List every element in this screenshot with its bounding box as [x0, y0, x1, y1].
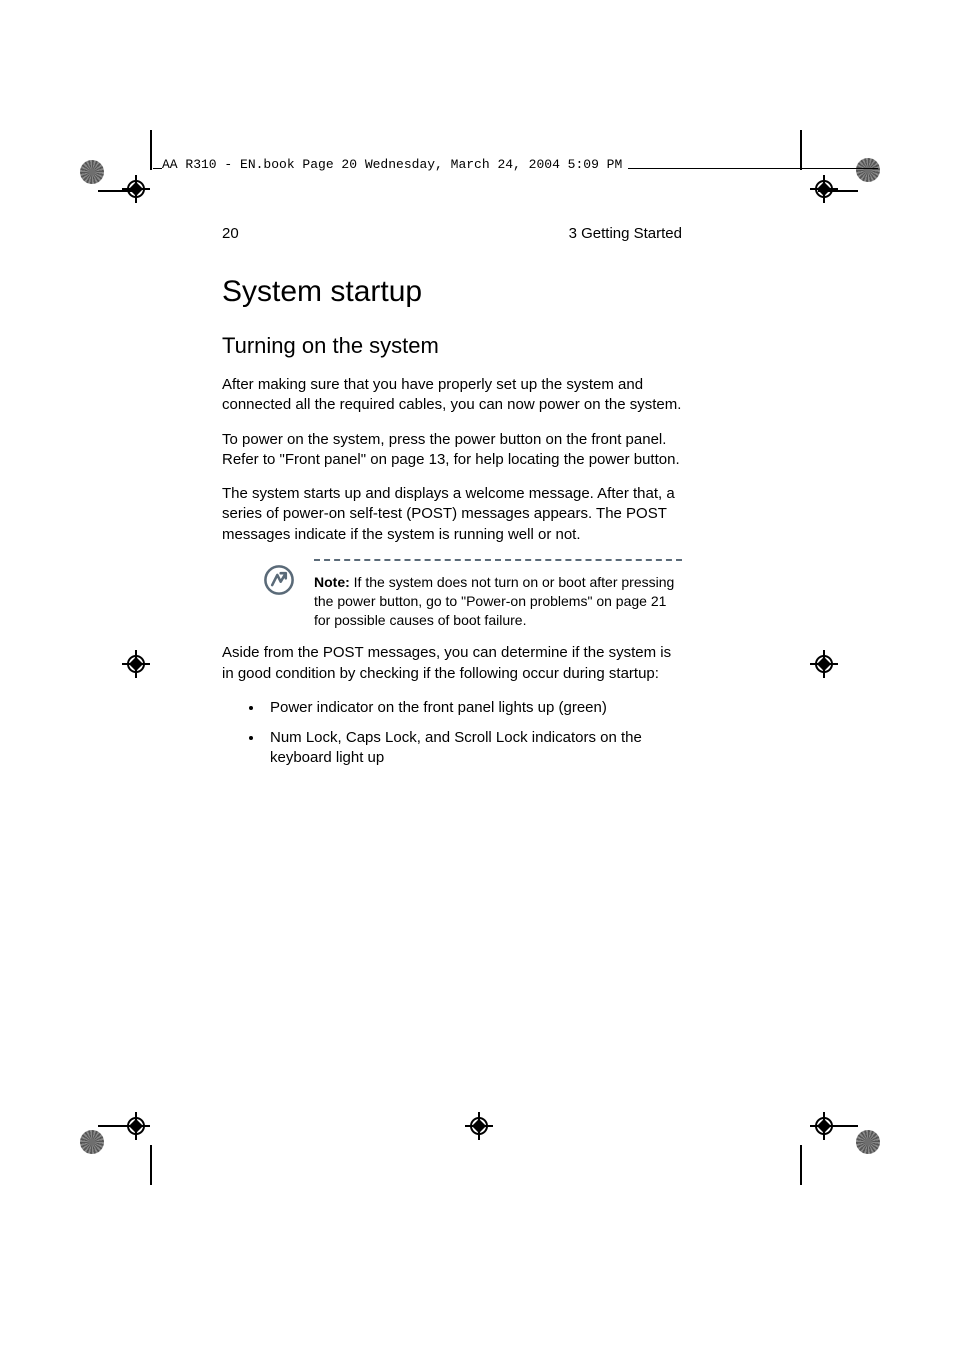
crop-mark-icon [98, 1125, 138, 1127]
crop-mark-icon [150, 1145, 152, 1185]
body-paragraph: After making sure that you have properly… [222, 375, 682, 416]
crop-mark-icon [800, 130, 802, 170]
note-label: Note: [314, 574, 350, 590]
note-text: Note: If the system does not turn on or … [314, 573, 682, 630]
note-block: Note: If the system does not turn on or … [262, 559, 682, 630]
crop-mark-icon [98, 190, 138, 192]
header-filename: AA R310 - EN.book Page 20 Wednesday, Mar… [162, 157, 628, 172]
crop-mark-icon [818, 190, 858, 192]
section-heading: Turning on the system [222, 333, 682, 359]
crop-target-icon [856, 158, 880, 182]
crop-target-icon [80, 1130, 104, 1154]
note-icon [262, 563, 296, 602]
register-mark-icon [122, 175, 150, 203]
note-body: Note: If the system does not turn on or … [314, 559, 682, 630]
register-mark-icon [465, 1112, 493, 1140]
note-content: If the system does not turn on or boot a… [314, 574, 674, 628]
crop-target-icon [80, 160, 104, 184]
register-mark-icon [810, 175, 838, 203]
register-mark-icon [810, 650, 838, 678]
page-title: System startup [222, 275, 682, 309]
list-item: Num Lock, Caps Lock, and Scroll Lock ind… [264, 728, 682, 769]
crop-mark-icon [818, 1125, 858, 1127]
crop-mark-icon [800, 1145, 802, 1185]
dashed-divider [314, 559, 682, 561]
body-paragraph: Aside from the POST messages, you can de… [222, 643, 682, 684]
crop-mark-icon [150, 130, 152, 170]
bullet-list: Power indicator on the front panel light… [264, 698, 682, 769]
body-paragraph: The system starts up and displays a welc… [222, 484, 682, 545]
chapter-label: 3 Getting Started [569, 225, 682, 242]
page-content: 20 3 Getting Started System startup Turn… [222, 225, 682, 779]
crop-target-icon [856, 1130, 880, 1154]
page-number: 20 [222, 225, 239, 242]
register-mark-icon [122, 650, 150, 678]
list-item: Power indicator on the front panel light… [264, 698, 682, 718]
body-paragraph: To power on the system, press the power … [222, 430, 682, 471]
